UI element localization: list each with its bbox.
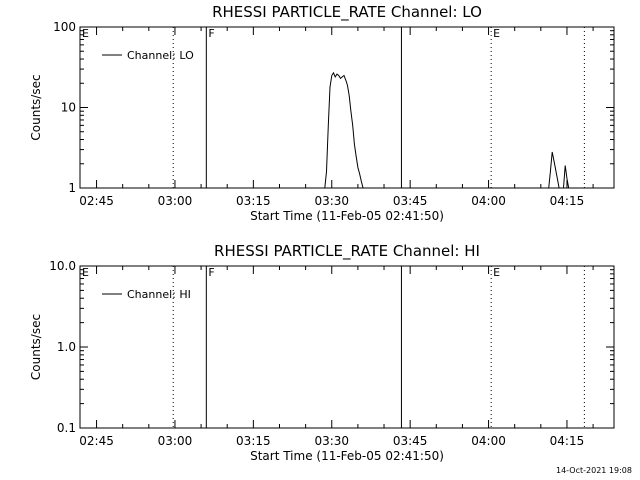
- chart-1: RHESSI PARTICLE_RATE Channel: LO 02:45 03:…: [29, 3, 615, 223]
- marker-label: E: [82, 266, 89, 279]
- x-axis-label: Start Time (11-Feb-05 02:41:50): [250, 449, 444, 463]
- x-tick-label: 04:15: [550, 194, 585, 208]
- marker-label: F: [208, 27, 214, 40]
- series-line: [563, 165, 570, 189]
- x-tick-label: 03:30: [314, 434, 349, 448]
- legend-entry: Channel: LO: [127, 49, 194, 62]
- y-tick-label: 10: [61, 101, 76, 115]
- x-tick-label: 02:45: [79, 434, 114, 448]
- y-tick-label: 1.0: [57, 340, 76, 354]
- x-tick-label: 03:15: [236, 194, 271, 208]
- y-tick-label: 10.0: [49, 259, 76, 273]
- chart-2: RHESSI PARTICLE_RATE Channel: HI 02:45 03:…: [29, 242, 615, 463]
- x-tick-label: 04:00: [471, 194, 506, 208]
- x-axis-label: Start Time (11-Feb-05 02:41:50): [250, 209, 444, 223]
- series-line: [548, 151, 560, 189]
- plot-timestamp: 14-Oct-2021 19:08: [556, 466, 632, 475]
- x-tick-label: 03:00: [158, 194, 193, 208]
- y-tick-label: 1: [68, 181, 76, 195]
- series-line: [324, 71, 364, 189]
- y-axis-label: Counts/sec: [29, 314, 43, 380]
- y-tick-label: 100: [53, 20, 76, 34]
- y-tick-label: 0.1: [57, 421, 76, 435]
- marker-label: F: [208, 266, 214, 279]
- x-tick-label: 04:15: [550, 434, 585, 448]
- x-tick-label: 03:30: [314, 194, 349, 208]
- marker-label: E: [82, 27, 89, 40]
- x-tick-label: 03:45: [393, 194, 428, 208]
- x-tick-label: 02:45: [79, 194, 114, 208]
- x-tick-label: 03:15: [236, 434, 271, 448]
- x-tick-label: 04:00: [471, 434, 506, 448]
- x-tick-label: 03:00: [158, 434, 193, 448]
- chart-title: RHESSI PARTICLE_RATE Channel: LO: [212, 3, 482, 22]
- marker-label: E: [493, 27, 500, 40]
- legend-entry: Channel: HI: [127, 288, 191, 301]
- x-tick-label: 03:45: [393, 434, 428, 448]
- chart-title: RHESSI PARTICLE_RATE Channel: HI: [214, 242, 480, 261]
- marker-label: E: [493, 266, 500, 279]
- y-axis-label: Counts/sec: [29, 74, 43, 140]
